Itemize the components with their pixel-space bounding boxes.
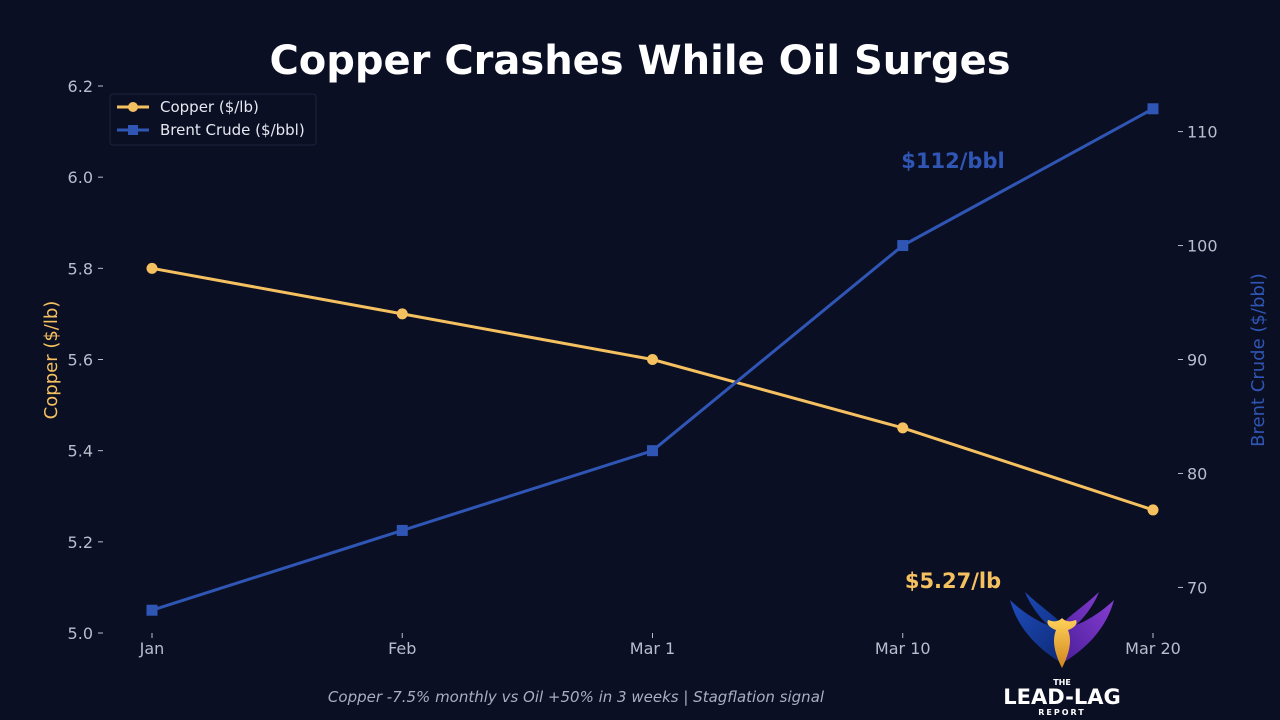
x-tick-label: Mar 10 (875, 639, 931, 658)
logo-left-wing-icon (1010, 592, 1060, 662)
left-axis-label: Copper ($/lb) (41, 301, 62, 420)
copper-data-point (146, 262, 158, 274)
right-tick-label: 90 (1187, 351, 1207, 370)
legend-oil-label: Brent Crude ($/bbl) (160, 121, 305, 139)
logo-main-text: LEAD-LAG (1003, 685, 1120, 709)
copper-series-line (151, 266, 1154, 512)
x-tick-label: Mar 20 (1125, 639, 1181, 658)
chart-title: Copper Crashes While Oil Surges (269, 38, 1010, 84)
right-tick-label: 80 (1187, 464, 1207, 483)
left-tick-label: 6.0 (68, 168, 93, 187)
left-tick-label: 5.4 (68, 442, 93, 461)
logo-right-wing-icon (1064, 592, 1114, 662)
x-axis: Jan Feb Mar 1 Mar 10 Mar 20 (139, 633, 1181, 658)
legend-copper-label: Copper ($/lb) (160, 98, 259, 116)
logo-phoenix-icon (1047, 618, 1077, 668)
chart-footnote: Copper -7.5% monthly vs Oil +50% in 3 we… (328, 688, 825, 706)
legend-box (109, 93, 317, 146)
left-tick-label: 5.0 (68, 624, 93, 643)
right-axis-label: Brent Crude ($/bbl) (1248, 273, 1269, 447)
oil-data-point (647, 445, 658, 457)
left-tick-label: 5.6 (68, 351, 93, 370)
annotation-oil-value: $112/bbl (901, 149, 1004, 173)
right-tick-label: 100 (1187, 237, 1218, 256)
copper-data-point (1147, 504, 1159, 516)
left-axis: 5.0 5.2 5.4 5.6 5.8 6.0 6.2 (68, 77, 103, 643)
left-tick-label: 5.2 (68, 533, 93, 552)
copper-data-point (897, 422, 909, 434)
oil-data-point (146, 604, 158, 616)
oil-data-point (396, 524, 408, 536)
copper-data-point (647, 354, 658, 365)
x-tick-label: Mar 1 (630, 639, 675, 658)
legend-copper-marker (128, 102, 138, 112)
logo-sub-text: REPORT (1038, 708, 1086, 717)
legend-oil-marker (128, 125, 138, 135)
x-tick-label: Jan (139, 639, 165, 658)
legend: Copper ($/lb) Brent Crude ($/bbl) (109, 93, 317, 146)
left-tick-label: 5.8 (68, 259, 93, 278)
lead-lag-logo: THE LEAD-LAG REPORT (1003, 592, 1121, 717)
annotation-copper-value: $5.27/lb (905, 569, 1001, 593)
right-tick-label: 110 (1187, 123, 1218, 142)
copper-data-point (396, 308, 408, 320)
right-axis: 70 80 90 100 110 (1178, 123, 1218, 597)
oil-data-point (897, 240, 909, 252)
x-tick-label: Feb (388, 639, 416, 658)
logo-top-text: THE (1053, 678, 1071, 687)
series-layer (146, 103, 1159, 616)
oil-data-point (1147, 103, 1159, 115)
left-tick-label: 6.2 (68, 77, 93, 96)
right-tick-label: 70 (1187, 578, 1207, 597)
